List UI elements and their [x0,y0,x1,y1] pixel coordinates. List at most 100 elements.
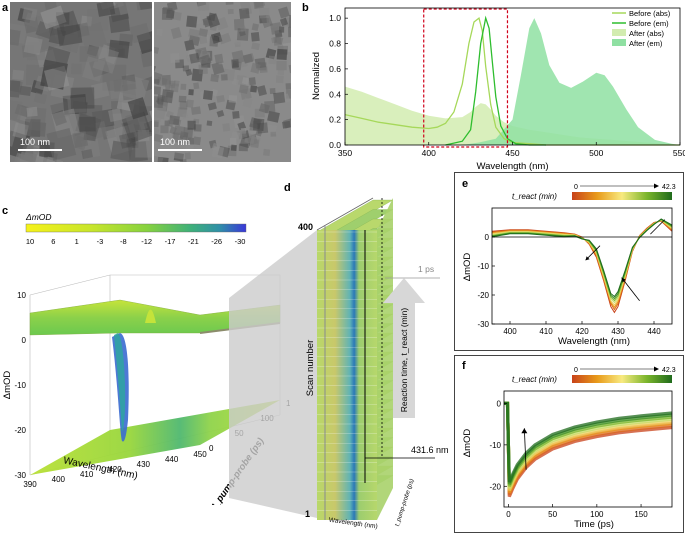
f-colorbar-label: t_react (min) [512,375,557,384]
tem-particle [233,18,245,31]
panel-label-d: d [284,182,291,194]
tem-particle [44,65,70,91]
tem-particle [231,50,245,64]
tem-particle [234,39,242,45]
kinetics-chart: 0 50 100 150 0 -10 -20 t_react (min) 0 42.3 Ti… [462,366,676,530]
b-plot-area [344,8,680,148]
e-xtick-label-2: 420 [575,327,589,336]
tem-particle [256,122,269,134]
tem-image-right: 100 nm [154,2,291,162]
e-colorbar [572,192,672,200]
tem-particle [234,41,241,48]
tem-particle [180,83,187,90]
panel-label-f: f [462,360,466,372]
tem-particle [30,154,56,162]
tem-particle [24,118,41,138]
tem-particle [198,54,212,67]
c-cb-tick-7: -21 [188,237,199,246]
tem-particle [280,93,291,104]
e-ytick-label-0: 0 [485,233,490,242]
tem-particle [198,49,211,62]
tem-particle [216,94,225,103]
b-xtick-label-1: 400 [422,148,436,158]
tem-particle [249,85,258,93]
f-y-axis-label: ΔmOD [462,429,473,458]
tem-particle [12,69,25,81]
scale-bar-left [18,149,62,151]
b-series-3 [445,15,546,146]
b-highlight-box [423,8,509,148]
tem-particle [271,26,280,35]
c-y-tick-0: 0 [209,444,214,453]
c-z-tick-3: -20 [14,426,26,435]
b-legend-label-1: Before (em) [629,19,669,28]
tem-particle [277,69,285,75]
e-colorbar-arrowhead [654,183,659,189]
e-ytick-label-1: -10 [477,262,489,271]
tem-particle [10,130,31,159]
tem-particle [201,58,211,68]
tem-particle [56,10,81,37]
tem-particle [44,156,64,162]
d-connector-left [229,230,317,518]
tem-particle [283,118,291,129]
tem-particle [89,57,110,78]
tem-particle [222,123,231,132]
b-xtick-label-4: 550 [673,148,685,158]
tem-particle [114,2,141,16]
e-frame [491,207,673,325]
c-floor-projection [30,400,280,475]
d-scan-bottom: 1 [305,509,310,519]
f-ytick-label-1: -10 [489,441,501,450]
tem-particle [275,75,284,84]
tem-particle [154,71,163,86]
b-legend: Before (abs)Before (em)After (abs)After … [612,9,671,48]
tem-particle [161,74,172,85]
tem-particle [223,68,236,81]
d-z-axis-label: t_pump-probe (ps) [395,478,416,527]
tem-particle [225,2,234,5]
tem-particle [108,13,131,34]
tem-particle [239,25,247,33]
tem-particle [253,2,264,9]
tem-particle [118,79,143,106]
tem-particle [113,78,128,92]
tem-particle [258,103,270,114]
tem-left-texture [10,2,152,162]
b-ytick-label-5: 1.0 [329,13,341,23]
d-label-431: 431.6 nm [411,445,449,455]
tem-particle [121,111,152,144]
tem-particle [166,119,174,128]
tem-particle [37,29,58,51]
tem-particle [281,128,291,141]
tem-particle [250,32,260,42]
tem-particle [108,39,130,59]
tem-particle [199,35,208,45]
panel-label-c: c [2,205,9,217]
f-box [454,355,684,533]
b-ytick-label-0: 0.0 [329,140,341,150]
tem-particle [90,81,110,100]
tem-particle [253,2,266,8]
tem-particle [172,132,180,140]
scale-bar-right [158,149,202,151]
tem-particle [227,9,234,15]
c-z-tick-1: 0 [22,336,27,345]
tem-particle [10,80,23,93]
tem-particle [249,117,262,130]
tem-particle [26,106,38,117]
f-arrowhead [521,428,528,434]
tem-particle [206,120,213,127]
tem-particle [154,46,160,54]
tem-particle [212,35,220,42]
tem-particle [228,95,238,103]
tem-particle [110,140,133,162]
c-colorbar [25,223,247,233]
c-cb-tick-3: -3 [97,237,104,246]
b-x-axis-label: Wavelength (nm) [477,161,549,172]
tem-particle [265,48,277,60]
tem-particle [170,27,182,40]
c-z-tick-0: 10 [17,291,26,300]
tem-particle [31,121,47,137]
tem-image-left: 100 nm [10,2,152,162]
